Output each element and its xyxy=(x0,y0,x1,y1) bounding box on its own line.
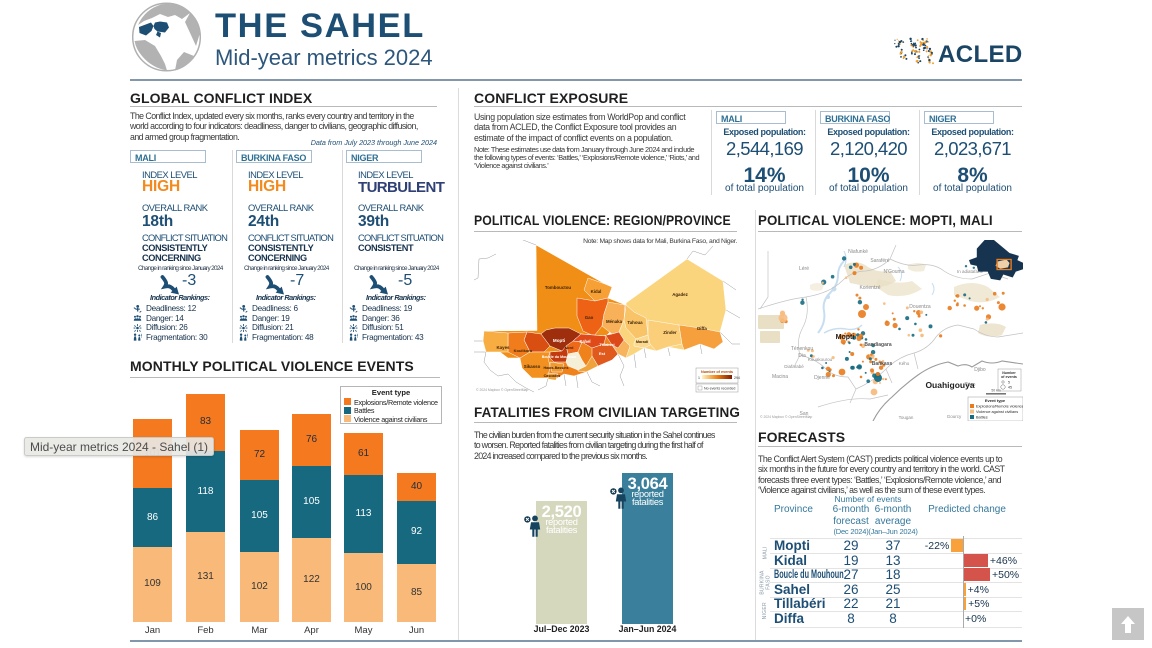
svg-text:Koulikoro: Koulikoro xyxy=(514,348,533,353)
svg-text:Battles: Battles xyxy=(976,416,988,420)
svg-text:Ménaka: Ménaka xyxy=(606,319,623,324)
svg-text:Kého: Kého xyxy=(899,361,910,366)
svg-text:Dia: Dia xyxy=(798,353,806,359)
svg-text:ACLED: ACLED xyxy=(938,41,1023,68)
svg-text:Kayes: Kayes xyxy=(497,345,510,350)
svg-text:Korientzé: Korientzé xyxy=(859,285,880,291)
svg-text:Sikasso: Sikasso xyxy=(524,364,541,369)
svg-text:Sahel: Sahel xyxy=(579,339,590,344)
svg-text:Tahoua: Tahoua xyxy=(627,320,643,325)
svg-text:Explosions/Remote violence: Explosions/Remote violence xyxy=(976,405,1023,409)
svg-text:Ouahigouya: Ouahigouya xyxy=(925,380,974,390)
svg-text:Gourcy: Gourcy xyxy=(947,414,962,419)
svg-text:© 2024 Mapbox © OpenStreetMap: © 2024 Mapbox © OpenStreetMap xyxy=(760,415,812,419)
svg-text:Ténenkou: Ténenkou xyxy=(791,346,813,352)
svg-text:Violence against civilians: Violence against civilians xyxy=(976,410,1018,414)
svg-text:San: San xyxy=(800,411,809,417)
svg-text:Djenné: Djenné xyxy=(814,375,830,381)
svg-text:Léré: Léré xyxy=(799,266,809,272)
svg-text:of events: of events xyxy=(1001,375,1017,379)
svg-text:Mopti: Mopti xyxy=(836,334,855,341)
svg-text:© 2024 Mapbox © OpenStreetMap: © 2024 Mapbox © OpenStreetMap xyxy=(476,388,528,392)
svg-text:Saraféré: Saraféré xyxy=(870,258,889,264)
svg-text:Hauts-Bassins: Hauts-Bassins xyxy=(544,366,569,370)
svg-text:Maradi: Maradi xyxy=(636,340,648,344)
svg-text:Est: Est xyxy=(599,351,606,356)
svg-text:Number: Number xyxy=(1002,371,1016,375)
svg-text:50 km: 50 km xyxy=(991,389,1000,393)
svg-text:Bankass: Bankass xyxy=(872,361,893,367)
svg-text:Niafunké: Niafunké xyxy=(848,249,868,255)
svg-text:Diffa: Diffa xyxy=(697,326,707,331)
svg-text:294: 294 xyxy=(734,376,740,380)
svg-text:Nord: Nord xyxy=(565,346,575,350)
svg-text:45: 45 xyxy=(1008,386,1012,390)
svg-text:Cascades: Cascades xyxy=(544,374,561,378)
svg-text:Number of events: Number of events xyxy=(701,370,733,374)
svg-text:Tillabéri: Tillabéri xyxy=(599,342,614,347)
svg-text:Event type: Event type xyxy=(985,398,1006,403)
svg-text:Bandiagara: Bandiagara xyxy=(864,342,891,348)
svg-text:N'Gouma: N'Gouma xyxy=(884,269,905,275)
svg-text:Kouakourou: Kouakourou xyxy=(808,357,833,362)
svg-text:Macina: Macina xyxy=(772,374,788,380)
svg-text:1: 1 xyxy=(698,376,700,380)
svg-text:Titao: Titao xyxy=(965,382,976,388)
svg-text:No events recorded: No events recorded xyxy=(704,387,735,391)
svg-text:Zinder: Zinder xyxy=(663,330,677,335)
svg-text:In adiatafane: In adiatafane xyxy=(957,269,984,274)
svg-text:Tombouctou: Tombouctou xyxy=(545,285,572,290)
svg-text:Diafarabé: Diafarabé xyxy=(784,364,804,369)
svg-text:Kidal: Kidal xyxy=(591,289,602,294)
svg-text:Djibo: Djibo xyxy=(974,367,986,373)
svg-text:5: 5 xyxy=(1008,381,1010,385)
svg-text:Douentza: Douentza xyxy=(909,304,931,310)
svg-text:Tougan: Tougan xyxy=(899,415,914,420)
svg-text:Boucle du Mouhoun: Boucle du Mouhoun xyxy=(542,355,577,359)
svg-text:Mopti: Mopti xyxy=(553,338,565,343)
svg-text:Agadez: Agadez xyxy=(672,292,688,297)
svg-text:Gao: Gao xyxy=(585,315,594,320)
